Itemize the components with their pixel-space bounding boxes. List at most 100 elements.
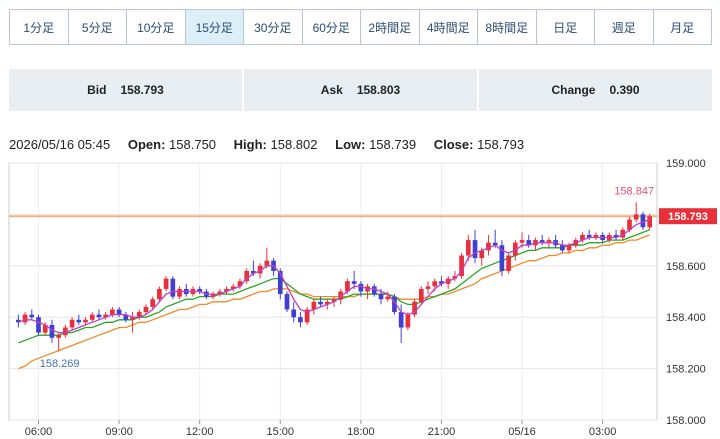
candle-body	[392, 296, 397, 313]
candle-body	[49, 324, 55, 338]
price-tag-bg	[659, 208, 717, 225]
candle-body	[559, 245, 565, 251]
bid-value: 158.793	[120, 83, 164, 97]
tab-timeframe-8[interactable]: 8時間足	[478, 10, 537, 44]
x-tick-label: 06:00	[25, 426, 53, 438]
plot-frame	[8, 162, 658, 421]
open-value: 158.750	[169, 137, 217, 152]
candle-body	[237, 281, 243, 287]
candle-body	[331, 299, 337, 302]
candle-body	[22, 314, 28, 323]
quote-row: Bid 158.793 Ask 158.803 Change 0.390	[9, 69, 712, 111]
candle-body	[398, 312, 404, 328]
candle-body	[157, 288, 162, 300]
high-value: 158.802	[270, 137, 318, 152]
candle-body	[519, 240, 525, 243]
candle-body	[371, 286, 377, 295]
candle-body	[284, 294, 290, 310]
candle-body	[123, 314, 129, 320]
tab-timeframe-3[interactable]: 15分足	[185, 10, 244, 44]
candle-body	[29, 314, 35, 318]
ohlc-datetime: 2026/05/16 05:45	[9, 137, 111, 152]
ask-cell: Ask 158.803	[244, 69, 477, 111]
candle-body	[210, 294, 216, 297]
candle-body	[432, 281, 438, 287]
candle-body	[103, 314, 109, 318]
candle-body	[465, 240, 471, 256]
tab-timeframe-0[interactable]: 1分足	[10, 10, 69, 44]
candle-body	[311, 301, 317, 310]
candle-body	[351, 281, 357, 284]
tab-timeframe-4[interactable]: 30分足	[244, 10, 303, 44]
price-chart[interactable]: 159.000158.800158.600158.400158.200158.0…	[0, 150, 720, 439]
candle-body	[627, 219, 632, 230]
candle-body	[96, 314, 102, 318]
y-tick-label: 158.000	[666, 415, 706, 427]
tab-timeframe-10[interactable]: 週足	[595, 10, 654, 44]
y-tick-label: 158.600	[666, 261, 706, 273]
moving-average-fast	[18, 218, 650, 334]
tab-timeframe-11[interactable]: 月足	[670, 20, 695, 35]
candle-body	[539, 240, 545, 243]
high-label: High:	[233, 137, 267, 152]
candle-body	[385, 296, 391, 300]
tab-timeframe-5[interactable]: 60分足	[303, 10, 361, 44]
candle-body	[512, 242, 518, 256]
ask-value: 158.803	[356, 83, 401, 97]
candle-body	[613, 234, 619, 238]
candle-body	[264, 260, 270, 266]
x-tick-label: 09:00	[105, 426, 133, 438]
change-label: Change	[551, 83, 596, 97]
tab-timeframe-6[interactable]: 2時間足	[361, 10, 420, 44]
x-tick-label: 12:00	[186, 426, 214, 438]
candle-body	[163, 278, 169, 289]
candle-body	[230, 286, 236, 289]
bid-cell: Bid 158.793	[9, 69, 242, 111]
open-label: Open:	[127, 137, 166, 152]
candle-body	[640, 214, 646, 228]
candle-body	[324, 301, 330, 305]
candle-body	[143, 306, 149, 313]
y-tick-label: 158.400	[666, 312, 706, 324]
candle-body	[486, 242, 491, 251]
price-tag-label: 158.793	[668, 211, 708, 223]
tab-timeframe-2[interactable]: 10分足	[127, 10, 186, 44]
moving-average-slow	[18, 234, 650, 370]
low-annotation: 158.269	[40, 358, 80, 370]
tab-timeframe-7[interactable]: 4時間足	[420, 10, 478, 44]
timeframe-tabs: 1分足 5分足 10分足 15分足 30分足 60分足 2時間足 4時間足 8時間足 日足 週足 月足	[9, 9, 712, 45]
candle-body	[36, 317, 41, 333]
candle-body	[620, 229, 626, 238]
candle-body	[89, 314, 95, 320]
candle-body	[338, 291, 344, 300]
tab-timeframe-1[interactable]: 5分足	[69, 10, 127, 44]
candle-body	[298, 317, 303, 323]
candle-body	[418, 288, 424, 302]
candle-body	[358, 283, 364, 292]
candle-body	[526, 240, 532, 246]
high-annotation: 158.847	[614, 185, 654, 197]
candle-body	[63, 327, 68, 336]
candle-body	[69, 319, 75, 328]
candle-body	[130, 317, 135, 320]
candle-body	[197, 288, 203, 292]
change-value: 0.390	[609, 83, 640, 97]
y-tick-label: 159.000	[666, 158, 706, 170]
candle-body	[177, 288, 182, 297]
ask-label: Ask	[320, 83, 343, 97]
x-tick-label: 18:00	[347, 426, 375, 438]
ohlc-readout: 2026/05/16 05:45 Open: 158.750 High: 158…	[9, 137, 538, 152]
candle-body	[42, 324, 48, 333]
candle-body	[472, 240, 478, 259]
low-value: 158.739	[369, 137, 417, 152]
candle-body	[439, 281, 444, 284]
candle-body	[150, 299, 156, 307]
change-cell: Change 0.390	[479, 69, 712, 111]
tab-timeframe-9[interactable]: 日足	[537, 10, 595, 44]
candle-body	[499, 245, 505, 271]
candle-body	[170, 278, 176, 297]
candle-body	[56, 335, 62, 338]
candle-body	[452, 276, 458, 279]
candle-body	[277, 270, 283, 295]
x-tick-label: 03:00	[589, 426, 617, 438]
